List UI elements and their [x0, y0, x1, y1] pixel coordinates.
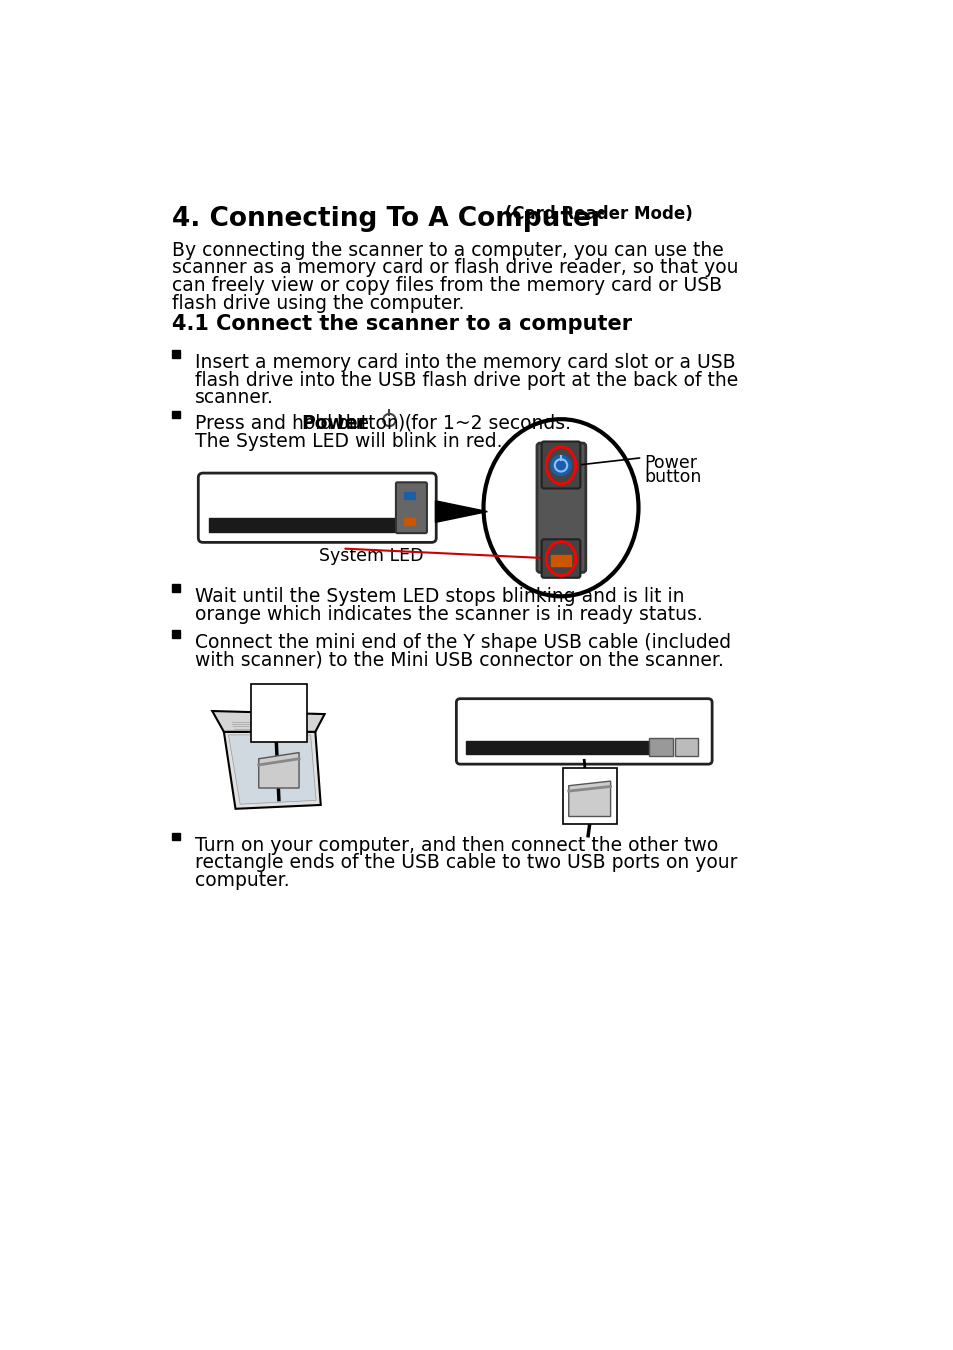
Text: button: button [644, 467, 701, 486]
Text: Power: Power [644, 454, 697, 472]
Polygon shape [229, 734, 315, 805]
Text: Wait until the System LED stops blinking and is lit in: Wait until the System LED stops blinking… [195, 587, 684, 606]
Text: flash drive using the computer.: flash drive using the computer. [172, 294, 464, 313]
FancyBboxPatch shape [541, 539, 579, 578]
FancyBboxPatch shape [537, 443, 585, 572]
Polygon shape [258, 752, 298, 788]
Text: can freely view or copy files from the memory card or USB: can freely view or copy files from the m… [172, 275, 721, 294]
Bar [251, 684, 307, 741]
Text: System LED: System LED [319, 547, 423, 566]
Bar [209, 518, 395, 532]
Text: By connecting the scanner to a computer, you can use the: By connecting the scanner to a computer,… [172, 240, 723, 259]
FancyBboxPatch shape [649, 738, 672, 756]
Bar [466, 741, 667, 755]
Bar [172, 833, 179, 840]
Polygon shape [568, 782, 610, 817]
Text: Insert a memory card into the memory card slot or a USB: Insert a memory card into the memory car… [195, 352, 735, 373]
Text: Power: Power [301, 414, 367, 433]
Bar [172, 410, 179, 418]
Bar [172, 630, 179, 637]
Text: 4.1 Connect the scanner to a computer: 4.1 Connect the scanner to a computer [172, 315, 632, 335]
FancyBboxPatch shape [456, 699, 711, 764]
Text: Connect the mini end of the Y shape USB cable (included: Connect the mini end of the Y shape USB … [195, 633, 731, 652]
Bar [403, 518, 415, 525]
Text: Press and hold the: Press and hold the [195, 414, 375, 433]
Text: button (: button ( [331, 414, 412, 433]
Polygon shape [212, 711, 324, 732]
Text: with scanner) to the Mini USB connector on the scanner.: with scanner) to the Mini USB connector … [195, 651, 723, 670]
Text: The System LED will blink in red.: The System LED will blink in red. [195, 432, 502, 451]
Text: scanner.: scanner. [195, 389, 274, 408]
Text: 4. Connecting To A Computer: 4. Connecting To A Computer [172, 207, 603, 232]
Text: ) for 1~2 seconds.: ) for 1~2 seconds. [397, 414, 570, 433]
Polygon shape [435, 501, 487, 522]
Circle shape [550, 455, 571, 475]
Bar [562, 768, 617, 825]
Text: rectangle ends of the USB cable to two USB ports on your: rectangle ends of the USB cable to two U… [195, 853, 737, 872]
Bar [172, 585, 179, 591]
FancyBboxPatch shape [395, 482, 427, 533]
Text: scanner as a memory card or flash drive reader, so that you: scanner as a memory card or flash drive … [172, 258, 738, 277]
FancyBboxPatch shape [198, 472, 436, 543]
Bar [550, 555, 571, 566]
Bar [172, 350, 179, 358]
Bar [403, 491, 415, 500]
Text: flash drive into the USB flash drive port at the back of the: flash drive into the USB flash drive por… [195, 371, 738, 390]
Text: computer.: computer. [195, 871, 290, 890]
FancyBboxPatch shape [541, 441, 579, 489]
FancyBboxPatch shape [674, 738, 698, 756]
Text: orange which indicates the scanner is in ready status.: orange which indicates the scanner is in… [195, 605, 702, 624]
Polygon shape [224, 732, 320, 809]
Text: Turn on your computer, and then connect the other two: Turn on your computer, and then connect … [195, 836, 718, 855]
Text: (Card Reader Mode): (Card Reader Mode) [498, 205, 692, 223]
